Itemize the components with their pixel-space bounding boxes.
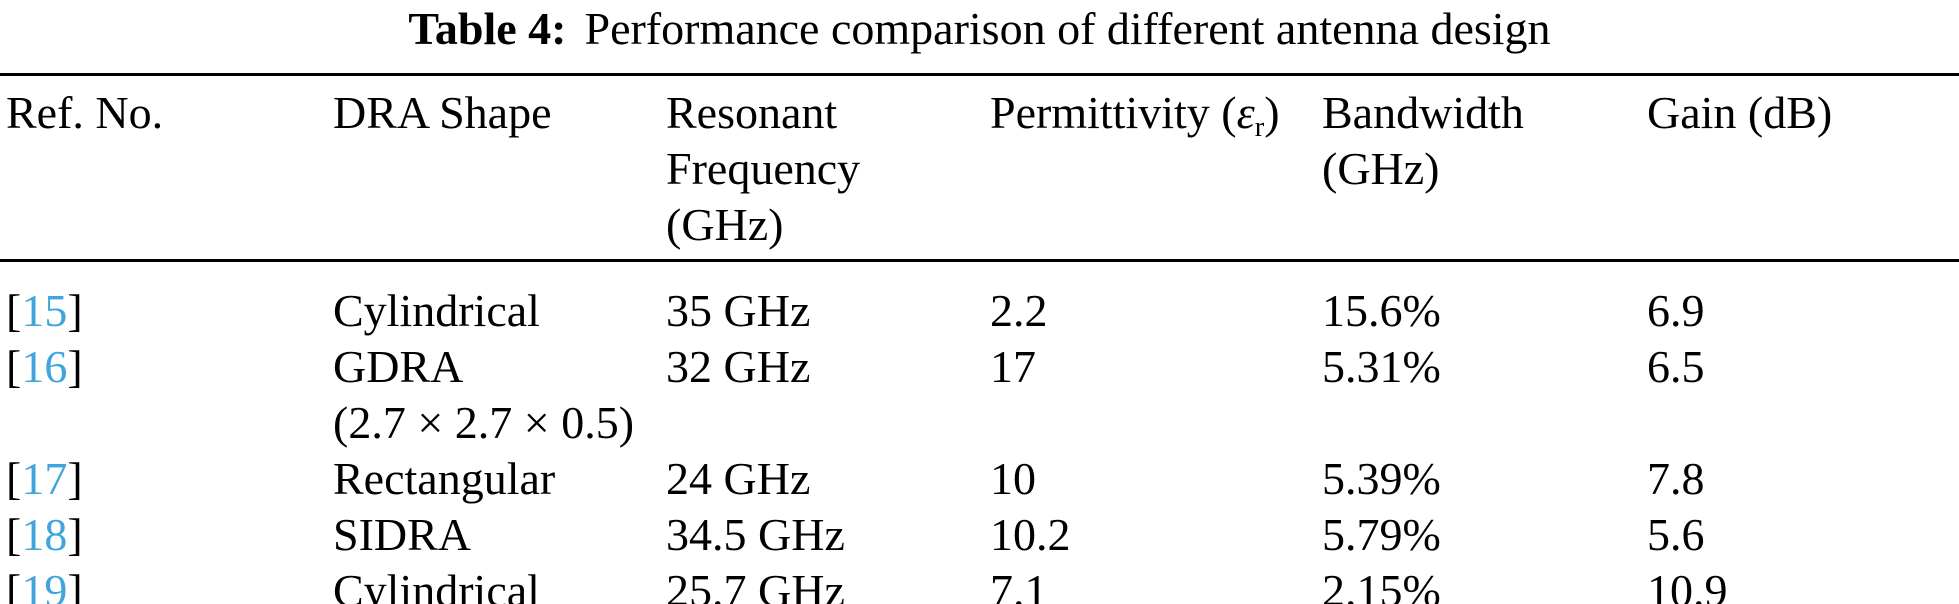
epsilon-symbol: ε — [1236, 87, 1255, 138]
frequency-cell: 34.5 GHz — [666, 509, 845, 560]
shape-line1: Rectangular — [333, 453, 556, 504]
permittivity-cell: 10.2 — [990, 509, 1071, 560]
table-row: [16] GDRA (2.7 × 2.7 × 0.5) 32 GHz 17 5.… — [6, 339, 1959, 451]
header-dra-shape: DRA Shape — [333, 85, 666, 253]
table-row: [15] Cylindrical 35 GHz 2.2 15.6% 6.9 — [6, 283, 1959, 339]
ref-cell: [15] — [6, 283, 333, 339]
permittivity-cell: 7.1 — [990, 565, 1048, 604]
ref-cell: [16] — [6, 339, 333, 451]
shape-cell: SIDRA — [333, 507, 666, 563]
shape-cell: GDRA (2.7 × 2.7 × 0.5) — [333, 339, 666, 451]
table-row: [17] Rectangular 24 GHz 10 5.39% 7.8 — [6, 451, 1959, 507]
gain-cell: 7.8 — [1647, 453, 1705, 504]
table-body: [15] Cylindrical 35 GHz 2.2 15.6% 6.9 [1… — [6, 283, 1959, 604]
table-header-rule — [0, 259, 1959, 262]
ref-cell: [18] — [6, 507, 333, 563]
header-gain: Gain (dB) — [1647, 85, 1959, 253]
bracket-close: ] — [67, 453, 83, 504]
citation-link[interactable]: 15 — [21, 285, 68, 336]
gain-cell: 6.5 — [1647, 341, 1705, 392]
header-ref-no: Ref. No. — [6, 85, 333, 253]
epsilon-subscript: r — [1254, 111, 1265, 143]
header-permittivity-suffix: ) — [1264, 87, 1280, 138]
shape-line1: GDRA — [333, 341, 464, 392]
ref-cell: [17] — [6, 451, 333, 507]
table-caption: Table 4: Performance comparison of differ… — [0, 0, 1959, 58]
frequency-cell: 24 GHz — [666, 453, 811, 504]
shape-cell: Cylindrical — [333, 563, 666, 604]
table-top-rule — [0, 73, 1959, 76]
table-caption-text: Performance comparison of different ante… — [584, 3, 1551, 54]
ref-cell: [19] — [6, 563, 333, 604]
header-bandwidth: Bandwidth (GHz) — [1322, 85, 1647, 253]
table-header-row: Ref. No. DRA Shape Resonant Frequency (G… — [6, 85, 1959, 253]
header-resonant-frequency-line1: Resonant — [666, 87, 838, 138]
header-gain-label: Gain (dB) — [1647, 87, 1833, 138]
bandwidth-cell: 2.15% — [1322, 565, 1441, 604]
bracket-open: [ — [6, 453, 22, 504]
header-resonant-frequency-line2: Frequency — [666, 143, 861, 194]
bandwidth-cell: 5.31% — [1322, 341, 1441, 392]
shape-cell: Rectangular — [333, 451, 666, 507]
bracket-close: ] — [67, 341, 83, 392]
gain-cell: 6.9 — [1647, 285, 1705, 336]
header-bandwidth-line1: Bandwidth — [1322, 87, 1524, 138]
bandwidth-cell: 5.79% — [1322, 509, 1441, 560]
header-dra-shape-label: DRA Shape — [333, 87, 552, 138]
shape-line1: Cylindrical — [333, 565, 540, 604]
bracket-close: ] — [67, 285, 83, 336]
bracket-open: [ — [6, 341, 22, 392]
bandwidth-cell: 5.39% — [1322, 453, 1441, 504]
header-resonant-frequency-line3: (GHz) — [666, 199, 784, 250]
citation-link[interactable]: 18 — [21, 509, 68, 560]
frequency-cell: 25.7 GHz — [666, 565, 845, 604]
shape-cell: Cylindrical — [333, 283, 666, 339]
header-bandwidth-line2: (GHz) — [1322, 143, 1440, 194]
header-resonant-frequency: Resonant Frequency (GHz) — [666, 85, 990, 253]
bracket-open: [ — [6, 509, 22, 560]
citation-link[interactable]: 19 — [21, 565, 68, 604]
bracket-close: ] — [67, 565, 83, 604]
header-permittivity: Permittivity (εr) — [990, 85, 1322, 253]
citation-link[interactable]: 17 — [21, 453, 68, 504]
citation-link[interactable]: 16 — [21, 341, 68, 392]
frequency-cell: 32 GHz — [666, 341, 811, 392]
shape-line2: (2.7 × 2.7 × 0.5) — [333, 397, 635, 448]
header-permittivity-prefix: Permittivity ( — [990, 87, 1237, 138]
permittivity-cell: 10 — [990, 453, 1036, 504]
table-row: [19] Cylindrical 25.7 GHz 7.1 2.15% 10.9 — [6, 563, 1959, 604]
gain-cell: 5.6 — [1647, 509, 1705, 560]
bracket-open: [ — [6, 565, 22, 604]
bracket-open: [ — [6, 285, 22, 336]
permittivity-cell: 2.2 — [990, 285, 1048, 336]
bracket-close: ] — [67, 509, 83, 560]
permittivity-cell: 17 — [990, 341, 1036, 392]
frequency-cell: 35 GHz — [666, 285, 811, 336]
table-row: [18] SIDRA 34.5 GHz 10.2 5.79% 5.6 — [6, 507, 1959, 563]
bandwidth-cell: 15.6% — [1322, 285, 1441, 336]
shape-line1: SIDRA — [333, 509, 472, 560]
table-caption-label: Table 4: — [408, 3, 567, 54]
gain-cell: 10.9 — [1647, 565, 1728, 604]
shape-line1: Cylindrical — [333, 285, 540, 336]
header-ref-no-label: Ref. No. — [6, 87, 164, 138]
